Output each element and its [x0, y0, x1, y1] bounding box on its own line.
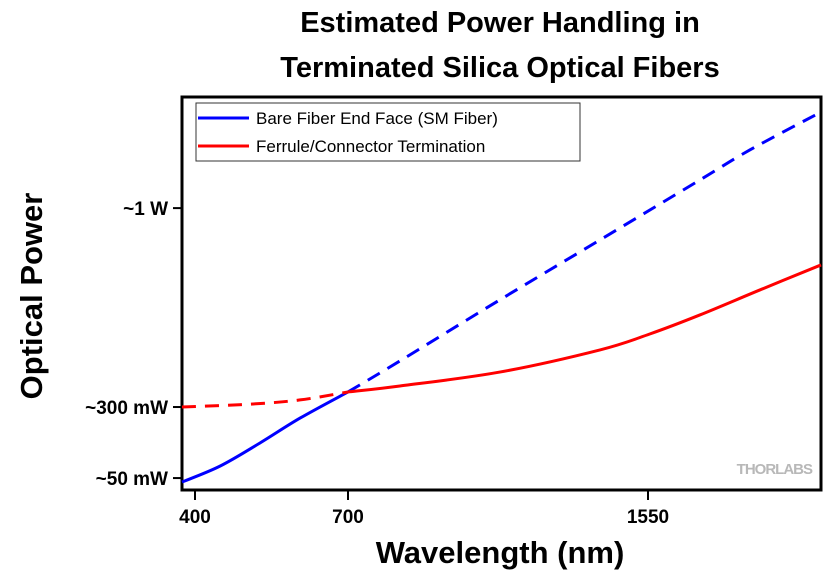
legend-label-bare-fiber: Bare Fiber End Face (SM Fiber) [256, 109, 498, 128]
thorlabs-watermark: THORLABS [737, 461, 813, 478]
series-bare-fiber-dashed-line [347, 110, 822, 394]
y-axis-label: Optical Power [14, 193, 49, 400]
series-ferrule-solid-line [347, 263, 822, 394]
y-tick-label: ~1 W [123, 199, 168, 220]
x-tick-label: 1550 [627, 507, 669, 528]
y-tick-label: ~50 mW [96, 469, 168, 490]
x-axis-label: Wavelength (nm) [376, 535, 625, 570]
y-tick-label: ~300 mW [85, 398, 168, 419]
series-bare-fiber-solid-line [181, 390, 349, 484]
legend-box [195, 102, 581, 162]
chart-title-line-1: Estimated Power Handling in [300, 7, 700, 39]
y-axis-ticks: ~1 W ~300 mW ~50 mW [85, 199, 181, 490]
chart-title-line-2: Terminated Silica Optical Fibers [280, 52, 719, 84]
x-tick-label: 400 [179, 507, 211, 528]
x-axis-ticks: 400 700 1550 [179, 491, 669, 528]
legend: Bare Fiber End Face (SM Fiber) Ferrule/C… [195, 102, 581, 162]
series-ferrule-dashed-line [181, 390, 349, 409]
series-layer [181, 110, 822, 484]
x-tick-label: 700 [332, 507, 364, 528]
legend-label-ferrule: Ferrule/Connector Termination [256, 137, 485, 156]
